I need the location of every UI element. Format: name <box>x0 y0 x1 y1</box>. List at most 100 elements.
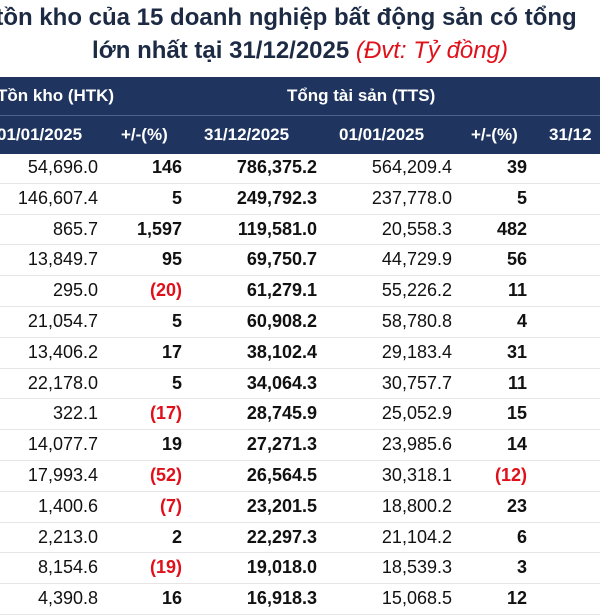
cell-inv-change: 5 <box>171 310 182 331</box>
col-header-tts-3112: 31/12/2025 <box>204 125 290 144</box>
title-date: lớn nhất tại 31/12/2025 <box>92 37 356 64</box>
cell-tts-change: 11 <box>507 372 527 393</box>
table-row: 13,849.7 95 69,750.7 44,729.9 56 <box>0 245 600 277</box>
cell-inv-0101: 13,406.2 <box>27 341 98 362</box>
cell-inv-0101: 22,178.0 <box>27 372 98 393</box>
cell-tts-3112: 60,908.2 <box>246 310 317 331</box>
cell-inv-0101: 4,390.8 <box>37 588 98 609</box>
table-row: 13,406.2 17 38,102.4 29,183.4 31 <box>0 338 600 369</box>
cell-tts-0101: 237,778.0 <box>371 187 452 208</box>
cell-tts-change: 5 <box>516 187 527 208</box>
cell-inv-0101: 8,154.6 <box>37 557 98 578</box>
table-row: 22,178.0 5 34,064.3 30,757.7 11 <box>0 369 600 400</box>
cell-tts-3112: 119,581.0 <box>237 218 317 239</box>
cell-tts-0101: 15,068.5 <box>381 588 452 609</box>
cell-tts-0101: 58,780.8 <box>381 310 452 331</box>
cell-tts-change: 4 <box>516 310 527 331</box>
cell-tts-3112: 61,279.1 <box>246 280 317 301</box>
cell-tts-change: (12) <box>494 464 527 485</box>
cell-inv-change: 2 <box>171 526 182 547</box>
cell-inv-0101: 322.1 <box>52 403 98 424</box>
cell-tts-3112: 28,745.9 <box>246 403 317 424</box>
cell-inv-0101: 17,993.4 <box>27 464 98 485</box>
cell-inv-change: 146 <box>151 157 182 177</box>
cell-tts-change: 11 <box>507 280 527 301</box>
table-row: 146,607.4 5 249,792.3 237,778.0 5 <box>0 184 600 215</box>
cell-tts-3112: 19,018.0 <box>246 557 317 578</box>
cell-inv-0101: 2,213.0 <box>37 526 98 547</box>
cell-tts-3112: 69,750.7 <box>246 249 317 270</box>
page-title-line2: lớn nhất tại 31/12/2025 (Đvt: Tỷ đồng) <box>0 37 600 65</box>
cell-inv-change: 17 <box>161 341 182 362</box>
col-header-inv-change: +/-(%) <box>121 125 168 144</box>
table-row: 2,213.0 2 22,297.3 21,104.2 6 <box>0 523 600 554</box>
cell-inv-0101: 295.0 <box>52 280 98 301</box>
cell-tts-change: 6 <box>516 526 527 547</box>
col-header-inv-0101: 01/01/2025 <box>0 125 83 144</box>
table-header-columns: 01/01/2025 +/-(%) 31/12/2025 01/01/2025 … <box>0 115 600 154</box>
table-row: 21,054.7 5 60,908.2 58,780.8 4 <box>0 307 600 338</box>
cell-tts-change: 482 <box>496 218 527 239</box>
cell-tts-0101: 18,539.3 <box>381 557 452 578</box>
cell-inv-change: 5 <box>171 372 182 393</box>
cell-inv-change: (19) <box>149 557 182 578</box>
cell-tts-0101: 30,757.7 <box>381 372 452 393</box>
header-group-total-assets: Tổng tài sản (TTS) <box>287 86 436 105</box>
cell-tts-3112: 34,064.3 <box>246 372 317 393</box>
title-unit: (Đvt: Tỷ đồng) <box>355 37 508 64</box>
page-title-line1: tồn kho của 15 doanh nghiệp bất động sản… <box>0 4 577 31</box>
cell-tts-change: 39 <box>506 157 527 177</box>
cell-tts-0101: 29,183.4 <box>381 341 452 362</box>
cell-tts-3112: 22,297.3 <box>246 526 317 547</box>
cell-inv-change: (17) <box>149 403 182 424</box>
col-header-tts-0101: 01/01/2025 <box>339 125 425 144</box>
cell-tts-change: 31 <box>506 341 527 362</box>
cell-inv-0101: 13,849.7 <box>27 249 98 270</box>
table-row: 295.0 (20) 61,279.1 55,226.2 11 <box>0 276 600 307</box>
cell-tts-3112: 786,375.2 <box>236 157 317 177</box>
cell-tts-change: 14 <box>506 434 527 455</box>
cell-inv-0101: 146,607.4 <box>17 187 98 208</box>
cell-inv-change: (20) <box>149 280 182 301</box>
cell-inv-0101: 865.7 <box>52 218 98 239</box>
cell-tts-3112: 26,564.5 <box>246 464 317 485</box>
cell-tts-0101: 21,104.2 <box>381 526 452 547</box>
cell-inv-0101: 21,054.7 <box>27 310 98 331</box>
cell-tts-3112: 16,918.3 <box>246 588 317 609</box>
col-header-tts-change: +/-(%) <box>471 125 518 144</box>
cell-inv-change: 95 <box>161 249 182 270</box>
table-header-groups: Tồn kho (HTK) Tổng tài sản (TTS) <box>0 77 600 115</box>
cell-inv-change: 19 <box>161 434 182 455</box>
cell-inv-change: 5 <box>171 187 182 208</box>
cell-tts-change: 3 <box>516 557 527 578</box>
cell-tts-0101: 23,985.6 <box>381 434 452 455</box>
table-row: 17,993.4 (52) 26,564.5 30,318.1 (12) <box>0 461 600 492</box>
cell-tts-0101: 30,318.1 <box>381 464 452 485</box>
table-row: 1,400.6 (7) 23,201.5 18,800.2 23 <box>0 492 600 523</box>
cell-tts-0101: 44,729.9 <box>381 249 452 270</box>
cell-inv-change: (52) <box>149 464 182 485</box>
cell-tts-0101: 18,800.2 <box>381 495 452 516</box>
cell-inv-change: (7) <box>160 495 182 516</box>
cell-tts-0101: 55,226.2 <box>381 280 452 301</box>
table-row: 14,077.7 19 27,271.3 23,985.6 14 <box>0 430 600 461</box>
cell-tts-3112: 249,792.3 <box>236 187 317 208</box>
cell-inv-change: 16 <box>161 588 182 609</box>
cell-tts-change: 12 <box>506 588 527 609</box>
cell-tts-change: 23 <box>506 495 527 516</box>
cell-inv-change: 1,597 <box>136 218 182 239</box>
cell-tts-0101: 25,052.9 <box>381 403 452 424</box>
cell-inv-0101: 14,077.7 <box>27 434 98 455</box>
table-row: 322.1 (17) 28,745.9 25,052.9 15 <box>0 399 600 431</box>
cell-tts-3112: 27,271.3 <box>246 434 317 455</box>
cell-tts-0101: 564,209.4 <box>371 157 452 177</box>
table-row: 865.7 1,597 119,581.0 20,558.3 482 <box>0 215 600 246</box>
cell-inv-0101: 54,696.0 <box>27 157 98 177</box>
cell-tts-change: 15 <box>506 403 527 424</box>
cell-tts-3112: 38,102.4 <box>246 341 317 362</box>
col-header-next: 31/12 <box>549 125 592 144</box>
table-body: 54,696.0 146 786,375.2 564,209.4 39 146,607.4… <box>0 153 600 615</box>
cell-tts-3112: 23,201.5 <box>246 495 317 516</box>
cell-inv-0101: 1,400.6 <box>37 495 98 516</box>
table-row: 8,154.6 (19) 19,018.0 18,539.3 3 <box>0 553 600 585</box>
